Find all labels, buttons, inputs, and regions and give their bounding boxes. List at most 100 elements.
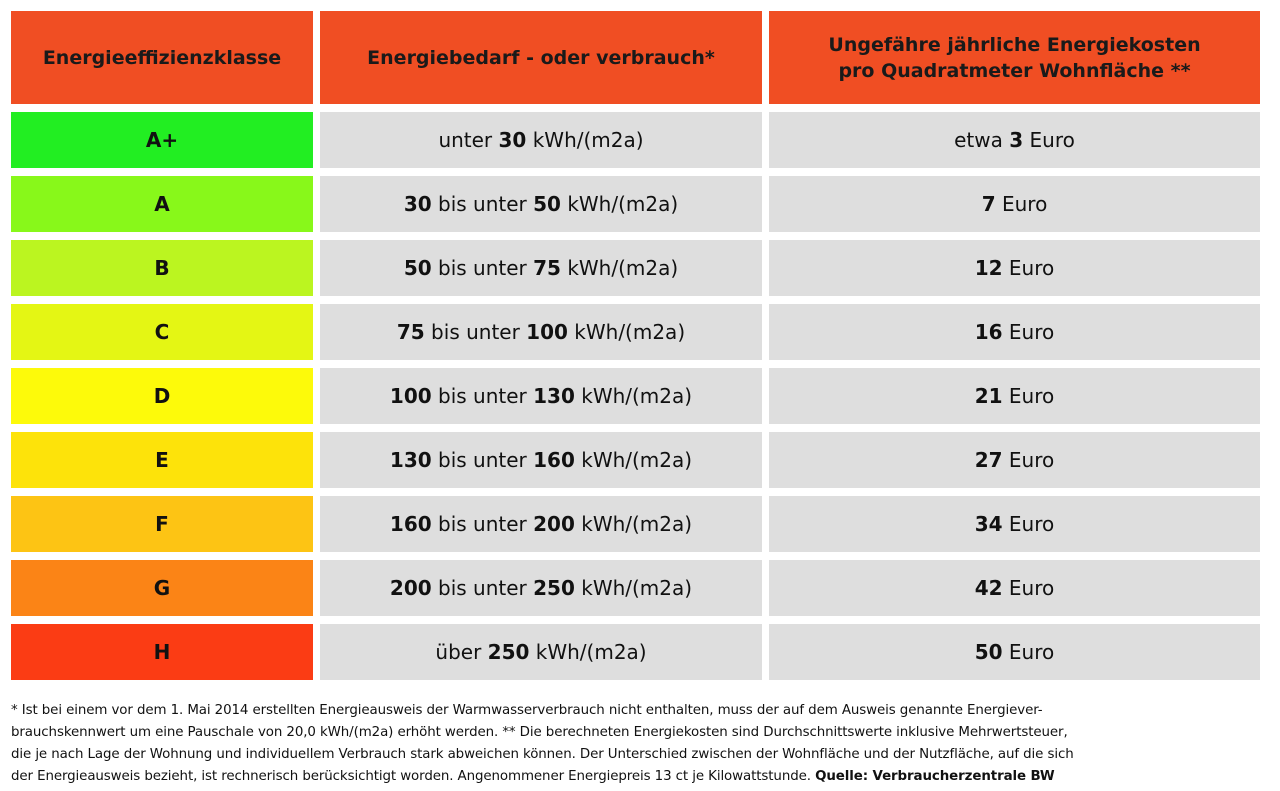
energy-demand-cell: 200 bis unter 250 kWh/(m2a): [320, 560, 762, 616]
energy-demand-cell: über 250 kWh/(m2a): [320, 624, 762, 680]
cost-value: 16: [974, 320, 1003, 344]
energy-demand-cell: 50 bis unter 75 kWh/(m2a): [320, 240, 762, 296]
demand-upper-value: 100: [526, 320, 568, 344]
footnote-line-3: die je nach Lage der Wohnung und individ…: [11, 747, 1074, 762]
energy-cost-cell: etwa 3 Euro: [769, 112, 1260, 168]
energy-demand-cell: 30 bis unter 50 kWh/(m2a): [320, 176, 762, 232]
energy-cost-cell: 27 Euro: [769, 432, 1260, 488]
energy-class-cell: A+: [11, 112, 313, 168]
energy-cost-cell: 7 Euro: [769, 176, 1260, 232]
demand-unit: kWh/(m2a): [529, 640, 647, 664]
demand-range-text: bis unter: [431, 448, 534, 472]
cost-value: 27: [974, 448, 1003, 472]
header-energy-costs-line2: pro Quadratmeter Wohnfläche **: [838, 59, 1191, 82]
energy-class-label: C: [154, 320, 170, 344]
demand-range-text: bis unter: [431, 384, 534, 408]
energy-cost-cell: 42 Euro: [769, 560, 1260, 616]
demand-lower-value: 200: [389, 576, 432, 600]
footnote-line-4: der Energieausweis bezieht, ist rechneri…: [11, 769, 816, 784]
energy-cost-cell: 21 Euro: [769, 368, 1260, 424]
energy-class-label: H: [153, 640, 171, 664]
demand-upper-value: 250: [533, 576, 575, 600]
energy-demand-cell: 130 bis unter 160 kWh/(m2a): [320, 432, 762, 488]
demand-unit: kWh/(m2a): [574, 384, 693, 408]
energy-class-label: E: [155, 448, 169, 472]
header-energy-demand-label: Energiebedarf - oder verbrauch*: [367, 46, 715, 69]
demand-upper-value: 50: [533, 192, 561, 216]
demand-unit: kWh/(m2a): [574, 576, 693, 600]
cost-value: 7: [981, 192, 996, 216]
cost-unit: Euro: [1002, 256, 1055, 280]
demand-lower-value: 75: [396, 320, 425, 344]
demand-lower-value: 30: [403, 192, 432, 216]
cost-unit: Euro: [1002, 512, 1055, 536]
demand-lower-value: 130: [389, 448, 432, 472]
demand-unit: kWh/(m2a): [526, 128, 644, 152]
cost-value: 42: [974, 576, 1003, 600]
footnote-source: Quelle: Verbraucherzentrale BW: [815, 769, 1055, 784]
demand-range-text: bis unter: [431, 576, 534, 600]
demand-unit: kWh/(m2a): [560, 192, 679, 216]
energy-class-cell: G: [11, 560, 313, 616]
demand-unit: kWh/(m2a): [574, 448, 693, 472]
demand-prefix: unter: [438, 128, 499, 152]
footnote-line-1: * Ist bei einem vor dem 1. Mai 2014 erst…: [11, 703, 1043, 718]
demand-range-text: bis unter: [431, 256, 534, 280]
demand-upper-value: 200: [533, 512, 575, 536]
cost-unit: Euro: [1023, 128, 1075, 152]
demand-range-text: bis unter: [431, 192, 534, 216]
cost-unit: Euro: [995, 192, 1048, 216]
energy-cost-cell: 16 Euro: [769, 304, 1260, 360]
demand-unit: kWh/(m2a): [567, 320, 686, 344]
demand-upper-value: 75: [533, 256, 561, 280]
demand-upper-value: 130: [533, 384, 575, 408]
header-energy-costs-line1: Ungefähre jährliche Energiekosten: [828, 33, 1201, 56]
demand-unit: kWh/(m2a): [574, 512, 693, 536]
energy-class-cell: D: [11, 368, 313, 424]
energy-demand-cell: unter 30 kWh/(m2a): [320, 112, 762, 168]
energy-cost-cell: 50 Euro: [769, 624, 1260, 680]
cost-unit: Euro: [1002, 448, 1055, 472]
demand-range-text: bis unter: [431, 512, 534, 536]
energy-class-cell: B: [11, 240, 313, 296]
energy-class-cell: A: [11, 176, 313, 232]
energy-class-table: Energieeffizienzklasse Energiebedarf - o…: [11, 11, 1260, 680]
energy-class-label: G: [153, 576, 171, 600]
energy-class-label: F: [155, 512, 169, 536]
footnote: * Ist bei einem vor dem 1. Mai 2014 erst…: [11, 700, 1273, 788]
energy-cost-cell: 12 Euro: [769, 240, 1260, 296]
cost-value: 3: [1009, 128, 1024, 152]
energy-class-label: B: [154, 256, 170, 280]
energy-cost-cell: 34 Euro: [769, 496, 1260, 552]
demand-lower-value: 50: [403, 256, 432, 280]
energy-class-label: A: [154, 192, 170, 216]
energy-class-cell: E: [11, 432, 313, 488]
cost-unit: Euro: [1002, 384, 1055, 408]
cost-value: 12: [974, 256, 1003, 280]
demand-lower-value: 160: [389, 512, 432, 536]
energy-demand-cell: 75 bis unter 100 kWh/(m2a): [320, 304, 762, 360]
header-energy-costs: Ungefähre jährliche Energiekosten pro Qu…: [769, 11, 1260, 104]
demand-unit: kWh/(m2a): [560, 256, 679, 280]
cost-value: 34: [974, 512, 1003, 536]
header-energy-class-label: Energieeffizienzklasse: [42, 46, 282, 69]
energy-class-cell: H: [11, 624, 313, 680]
cost-prefix: etwa: [954, 128, 1010, 152]
header-energy-class: Energieeffizienzklasse: [11, 11, 313, 104]
energy-class-cell: F: [11, 496, 313, 552]
energy-demand-cell: 160 bis unter 200 kWh/(m2a): [320, 496, 762, 552]
demand-lower-value: 30: [498, 128, 527, 152]
header-energy-demand: Energiebedarf - oder verbrauch*: [320, 11, 762, 104]
demand-upper-value: 160: [533, 448, 575, 472]
cost-unit: Euro: [1002, 640, 1055, 664]
energy-class-label: A+: [145, 128, 179, 152]
demand-range-text: bis unter: [424, 320, 527, 344]
cost-value: 21: [974, 384, 1003, 408]
demand-lower-value: 100: [389, 384, 432, 408]
energy-demand-cell: 100 bis unter 130 kWh/(m2a): [320, 368, 762, 424]
footnote-line-2: brauchskennwert um eine Pauschale von 20…: [11, 725, 1068, 740]
cost-unit: Euro: [1002, 320, 1055, 344]
cost-value: 50: [974, 640, 1003, 664]
energy-class-cell: C: [11, 304, 313, 360]
demand-prefix: über: [435, 640, 488, 664]
